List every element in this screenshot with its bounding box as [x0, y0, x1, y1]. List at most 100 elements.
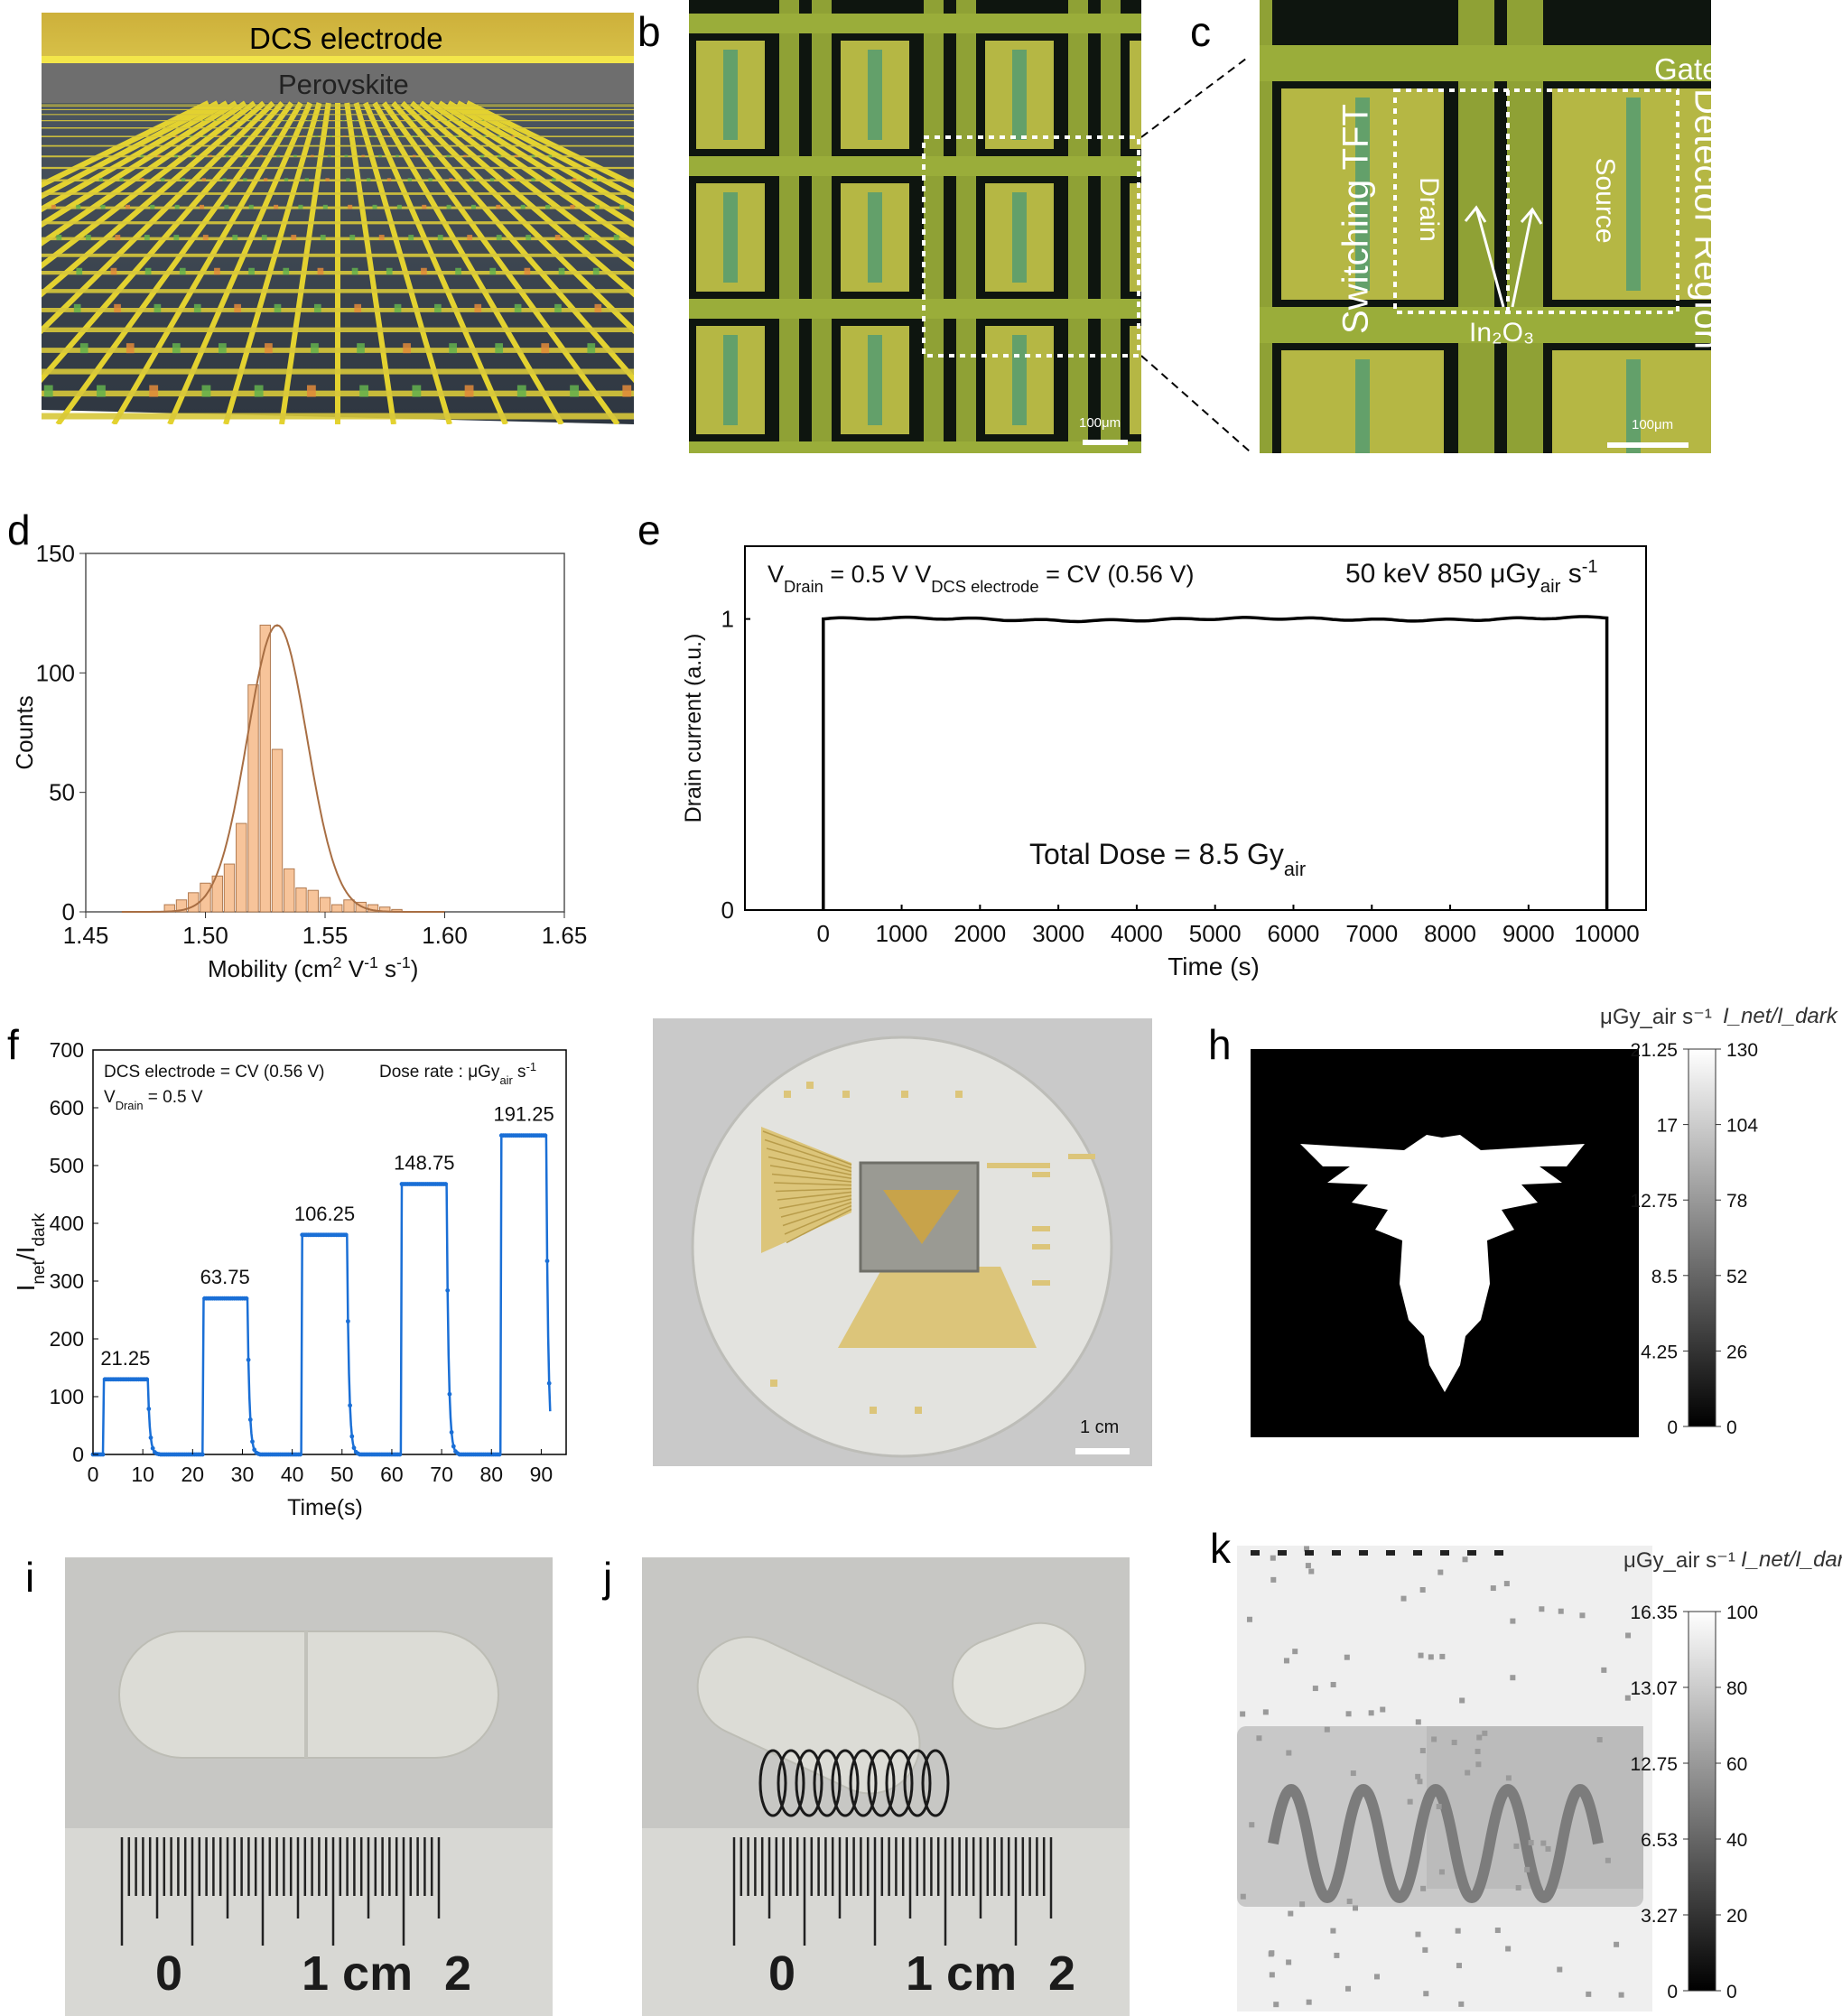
x-tick-label: 6000 — [1268, 920, 1320, 947]
colorbar-left-tick-label: 16.35 — [1630, 1603, 1678, 1623]
perovskite-array-illustration — [0, 13, 1123, 427]
colorbar-left-tick-label: 0 — [1667, 1417, 1678, 1438]
y-tick-label: 300 — [50, 1269, 84, 1293]
x-tick-label: 60 — [380, 1463, 404, 1486]
x-tick-label: 9000 — [1502, 920, 1555, 947]
data-point — [150, 1445, 155, 1451]
data-point — [146, 1407, 152, 1411]
scalebar — [1075, 1448, 1130, 1454]
colorbar-right-tick-label: 20 — [1726, 1906, 1747, 1927]
source-label: Source — [1590, 157, 1620, 244]
colorbar-left-tick-label: 12.75 — [1630, 1191, 1678, 1212]
data-point — [351, 1445, 357, 1451]
data-point — [346, 1319, 350, 1324]
histogram-bar — [319, 897, 331, 913]
colorbar-right-tick-label: 60 — [1726, 1754, 1747, 1775]
annotation-dose-rate-unit: Dose rate : μGyair s-1 — [379, 1060, 536, 1087]
data-point — [244, 1296, 249, 1301]
y-tick-label: 1 — [721, 606, 734, 633]
data-point — [449, 1430, 454, 1435]
arrow-to-drain — [1475, 207, 1505, 308]
histogram-bar — [343, 899, 355, 913]
capsule-xray-image — [1237, 1546, 1652, 2011]
drain-label: Drain — [1414, 177, 1444, 242]
colorbar-left-tick-label: 17 — [1657, 1116, 1678, 1137]
y-tick-label: 0 — [72, 1443, 84, 1466]
y-tick-label: 100 — [36, 659, 75, 686]
colorbar-right-tick-label: 52 — [1726, 1267, 1747, 1287]
data-point — [348, 1403, 352, 1408]
colorbar-left-tick-label: 13.07 — [1630, 1678, 1678, 1699]
panel-j-photo: 0 1 cm 2 — [642, 1557, 1130, 2016]
zoom-connector-lines — [1141, 55, 1251, 452]
dose-rate-label: 21.25 — [100, 1347, 150, 1370]
colorbar-left-tick-label: 12.75 — [1630, 1754, 1678, 1775]
y-tick-label: 400 — [50, 1212, 84, 1235]
colorbar-left-tick-label: 21.25 — [1630, 1040, 1678, 1061]
data-point — [546, 1380, 552, 1386]
y-tick-label: 0 — [721, 897, 734, 924]
colorbar-left-tick-label: 3.27 — [1641, 1906, 1678, 1927]
y-tick-label: 100 — [50, 1385, 84, 1408]
panel-label-c: c — [1190, 8, 1211, 55]
data-point — [544, 1259, 550, 1264]
data-point — [343, 1232, 349, 1238]
scalebar-label: 1 cm — [1080, 1417, 1120, 1437]
scalebar-label: 100μm — [1632, 417, 1674, 432]
data-point — [148, 1435, 154, 1440]
panel-c-micrograph: Gate Switching TFT Drain Source Detector… — [1260, 0, 1711, 453]
current-trace — [822, 615, 1609, 911]
x-tick-label: 0 — [817, 920, 830, 947]
histogram-bar — [247, 684, 259, 913]
tft-region-box — [1393, 88, 1679, 314]
y-tick-label: 700 — [50, 1038, 84, 1062]
x-tick-label: 0 — [88, 1463, 99, 1486]
spring-shadow — [1268, 1784, 1604, 1903]
pulse-trace — [93, 1134, 552, 1456]
capsule — [118, 1630, 499, 1759]
perovskite-label: Perovskite — [278, 69, 409, 100]
ruler-two: 2 — [444, 1946, 472, 2001]
colorbar-h-title-right: I_net/I_dark — [1723, 1004, 1837, 1028]
colorbar-right-tick-label: 0 — [1726, 1982, 1737, 2002]
x-tick-label: 1.45 — [63, 922, 109, 949]
colorbar-h-title-left: μGy_air s⁻¹ — [1600, 1005, 1712, 1029]
dcs-electrode-label: DCS electrode — [249, 22, 443, 55]
colorbar-right-tick-label: 78 — [1726, 1191, 1747, 1212]
scalebar — [1607, 442, 1688, 448]
histogram-bar — [259, 624, 271, 913]
plot-frame — [85, 553, 565, 913]
histogram-bar — [188, 892, 200, 913]
ruler-zero: 0 — [155, 1946, 183, 2001]
histogram-bar — [223, 863, 236, 913]
dose-rate-label: 191.25 — [493, 1103, 554, 1126]
dose-rate-label: 148.75 — [394, 1151, 454, 1174]
panel-label-h: h — [1208, 1021, 1232, 1068]
panel-label-e: e — [637, 506, 661, 553]
data-point — [298, 1452, 302, 1457]
x-tick-label: 30 — [231, 1463, 255, 1486]
colorbar-k-title-right: I_net/I_dark — [1741, 1547, 1842, 1572]
y-tick-label: 0 — [62, 898, 75, 925]
detector-region-label: Detector Region — [1687, 88, 1712, 350]
x-tick-label: 80 — [479, 1463, 503, 1486]
panel-label-d: d — [7, 506, 31, 553]
ruler-two: 2 — [1048, 1946, 1076, 2001]
panel-i-photo: 0 1 cm 2 — [65, 1557, 553, 2016]
arrow-to-source — [1511, 209, 1534, 308]
phoenix-xray-image — [1300, 1135, 1585, 1392]
colorbar-right-tick-label: 104 — [1726, 1116, 1758, 1137]
x-tick-label: 1.60 — [422, 922, 468, 949]
annotation-vdrain: VDrain = 0.5 V — [104, 1088, 203, 1112]
spring — [758, 1749, 950, 1817]
annotation-dose-rate: 50 keV 850 μGyair s-1 — [1345, 557, 1598, 597]
electrode-grid — [0, 100, 1123, 427]
scalebar — [1083, 440, 1128, 445]
x-tick-label: 1.50 — [182, 922, 228, 949]
colorbar-right-tick-label: 130 — [1726, 1040, 1758, 1061]
histogram-bar — [175, 899, 188, 913]
colorbar-right-tick-label: 0 — [1726, 1417, 1737, 1438]
data-point — [349, 1434, 355, 1439]
capsule-cap — [952, 1621, 1087, 1730]
panel-a-render: DCS electrode Perovskite — [0, 13, 1123, 427]
